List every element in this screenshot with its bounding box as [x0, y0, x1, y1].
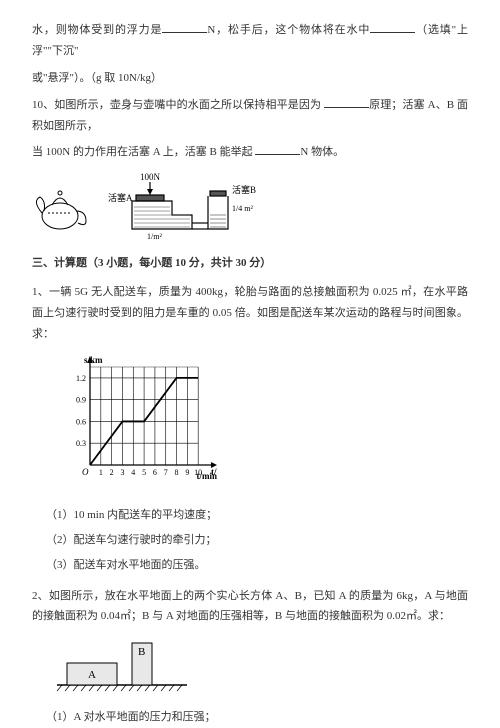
blocks-figure: A B [52, 635, 468, 695]
section-3-title: 三、计算题（3 小题，每小题 10 分，共计 30 分） [32, 253, 468, 274]
svg-text:1: 1 [99, 468, 103, 477]
svg-text:2: 2 [110, 468, 114, 477]
q3-1-sub1: （1）10 min 内配送车的平均速度； [46, 505, 468, 526]
q10-figure: 100N 活塞A 1/m² 活塞B 1 [32, 171, 468, 241]
blank-buoyancy [162, 21, 207, 33]
q10-unit: N 物体。 [300, 146, 344, 158]
svg-text:s/km: s/km [84, 355, 103, 365]
q9-text1: 水，则物体受到的浮力是 [32, 24, 162, 36]
label-piston-b: 活塞B [232, 184, 256, 195]
blank-principle [324, 96, 369, 108]
svg-text:1.2: 1.2 [76, 374, 86, 383]
svg-text:O: O [82, 467, 89, 477]
q3-2-label: 2、 [32, 590, 49, 602]
svg-text:3: 3 [120, 468, 124, 477]
block-a-label: A [88, 669, 96, 681]
svg-text:0.6: 0.6 [76, 417, 86, 426]
q10-text3: 当 100N 的力作用在活塞 A 上，活塞 B 能举起 [32, 146, 253, 158]
label-piston-a: 活塞A [108, 192, 133, 203]
q3-1-body: 一辆 5G 无人配送车，质量为 400kg，轮胎与路面的总接触面积为 0.025… [32, 286, 468, 340]
svg-text:0.9: 0.9 [76, 396, 86, 405]
distance-time-chart: s/km0.30.60.91.212345678910Ot/mint/min [62, 353, 468, 493]
svg-text:0.3: 0.3 [76, 439, 86, 448]
svg-text:7: 7 [164, 468, 168, 477]
piston-diagram: 100N 活塞A 1/m² 活塞B 1 [32, 171, 272, 241]
q3-2-text: 2、如图所示，放在水平地面上的两个实心长方体 A、B，已知 A 的质量为 6kg… [32, 586, 468, 628]
u-tube-icon: 100N 活塞A 1/m² 活塞B 1 [108, 172, 256, 241]
svg-text:9: 9 [185, 468, 189, 477]
q10-line1: 10、如图所示，壶身与壶嘴中的水面之所以保持相平是因为 原理；活塞 A、B 面积… [32, 95, 468, 137]
q9-line2: 或"悬浮"）。（g 取 10N/kg） [32, 68, 468, 89]
svg-text:8: 8 [175, 468, 179, 477]
svg-text:4: 4 [131, 468, 135, 477]
teapot-icon [36, 191, 86, 229]
q9-line1: 水，则物体受到的浮力是N，松手后，这个物体将在水中（选填"上浮""下沉" [32, 20, 468, 62]
block-b-label: B [138, 646, 145, 658]
svg-text:5: 5 [142, 468, 146, 477]
q10-text1: 如图所示，壶身与壶嘴中的水面之所以保持相平是因为 [54, 99, 321, 111]
q3-1-sub3: （3）配送车对水平地面的压强。 [46, 555, 468, 576]
label-100n: 100N [140, 172, 161, 182]
q3-1-text: 1、一辆 5G 无人配送车，质量为 400kg，轮胎与路面的总接触面积为 0.0… [32, 282, 468, 345]
q10-label: 10、 [32, 99, 54, 111]
svg-text:t/min: t/min [196, 471, 217, 481]
q3-1-label: 1、 [32, 286, 49, 298]
q3-2-sub1: （1）A 对水平地面的压力和压强； [46, 707, 468, 728]
blank-state [370, 21, 415, 33]
area-a: 1/m² [147, 232, 162, 241]
chart-svg: s/km0.30.60.91.212345678910Ot/mint/min [62, 353, 217, 493]
area-b: 1/4 m² [232, 204, 253, 213]
q3-2-body: 如图所示，放在水平地面上的两个实心长方体 A、B，已知 A 的质量为 6kg，A… [32, 590, 468, 623]
q3-1-sub2: （2）配送车匀速行驶时的牵引力； [46, 530, 468, 551]
svg-text:6: 6 [153, 468, 157, 477]
q10-line2: 当 100N 的力作用在活塞 A 上，活塞 B 能举起 N 物体。 [32, 142, 468, 163]
blank-force [255, 143, 300, 155]
q9-unit1: N，松手后，这个物体将在水中 [207, 24, 370, 36]
blocks-svg: A B [52, 635, 192, 695]
